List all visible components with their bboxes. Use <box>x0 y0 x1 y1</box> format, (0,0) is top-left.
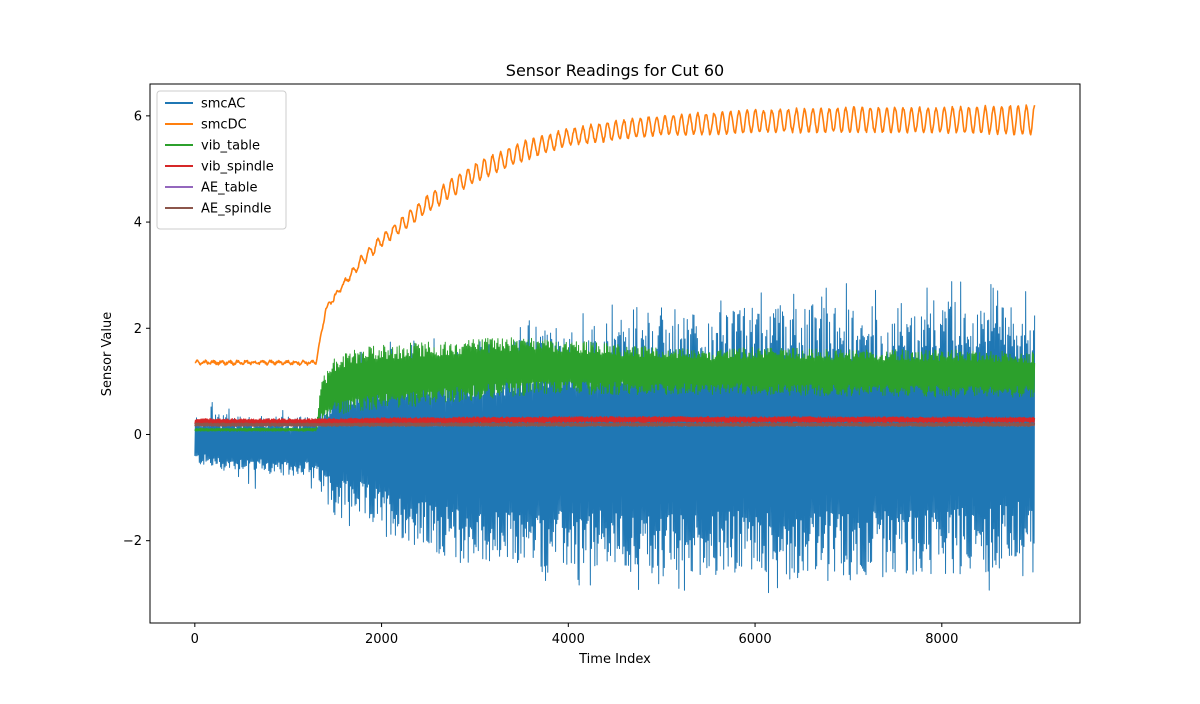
legend-label-smcdc: smcDC <box>201 118 247 133</box>
legend-label-vib-spindle: vib_spindle <box>201 160 274 175</box>
plot-frame <box>149 83 1081 624</box>
series-line-ae-spindle <box>194 422 1036 428</box>
legend-label-vib-table: vib_table <box>201 139 260 154</box>
legend-box <box>156 90 287 230</box>
y-axis-label: Sensor Value <box>100 312 115 396</box>
y-tick-label: 2 <box>134 322 142 337</box>
y-tick-label: 4 <box>134 216 142 231</box>
y-tick-label: 6 <box>134 109 142 124</box>
x-tick-label: 4000 <box>552 632 585 647</box>
x-tick-label: 2000 <box>365 632 398 647</box>
y-tick-label: −2 <box>123 534 142 549</box>
series-line-smcac <box>194 281 1036 594</box>
y-tick-label: 0 <box>134 428 142 443</box>
legend-label-ae-spindle: AE_spindle <box>201 202 271 217</box>
chart-title: Sensor Readings for Cut 60 <box>506 61 724 80</box>
x-tick-label: 6000 <box>739 632 772 647</box>
x-tick-label: 0 <box>191 632 199 647</box>
legend-label-ae-table: AE_table <box>201 181 258 196</box>
x-tick-label: 8000 <box>925 632 958 647</box>
series-line-vib-table <box>194 337 1036 432</box>
x-axis-label: Time Index <box>578 652 651 667</box>
legend: smcAC smcDC vib_table vib_spindle AE_table AE… <box>156 90 287 230</box>
series-line-smcdc <box>194 104 1036 366</box>
legend-label-smcac: smcAC <box>201 97 245 112</box>
